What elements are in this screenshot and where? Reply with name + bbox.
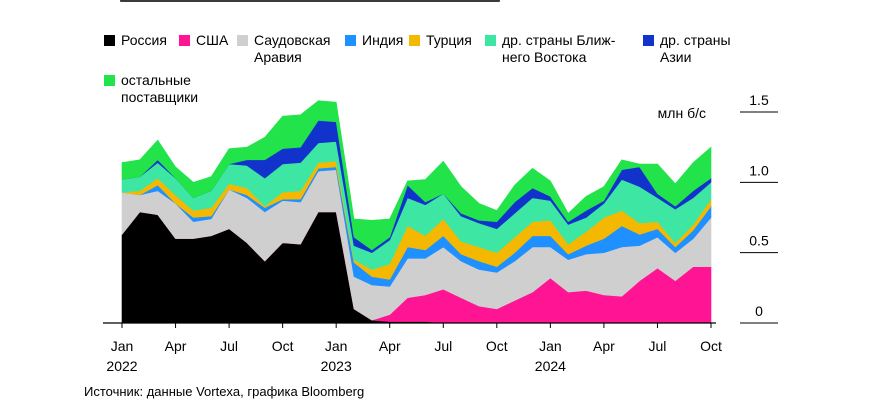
x-tick-label: Jan (539, 338, 562, 354)
legend-item-india: Индия (345, 32, 403, 49)
x-year-label: 2022 (106, 358, 137, 374)
legend-item-me-other: др. страны Ближ- него Востока (485, 32, 615, 66)
area-series-group (121, 100, 712, 324)
x-tick-label: Jul (649, 338, 667, 354)
x-tick-label: Jan (325, 338, 348, 354)
legend-label-asia-other: др. страны Азии (660, 32, 731, 65)
legend-item-russia: Россия (104, 32, 167, 49)
legend-label-india: Индия (362, 32, 404, 48)
y-tick-label: 0.5 (749, 233, 769, 249)
legend-label-rest: остальные поставщики (121, 72, 199, 105)
y-tick-label: 1.0 (749, 162, 769, 178)
legend-item-turkey: Турция (409, 32, 472, 49)
legend-swatch-russia (104, 35, 115, 46)
y-tick-label: 1.5 (749, 92, 769, 108)
y-axis-unit-label: млн б/с (658, 105, 706, 121)
chart-title-strip (120, 0, 500, 2)
x-tick-label: Oct (486, 338, 508, 354)
x-tick-label: Apr (593, 338, 615, 354)
legend-item-rest: остальные поставщики (104, 72, 198, 106)
x-tick-label: Jan (111, 338, 134, 354)
legend-label-usa: США (196, 32, 229, 48)
x-year-label: 2023 (321, 358, 352, 374)
legend-label-russia: Россия (121, 32, 167, 48)
legend-swatch-asia-other (643, 35, 654, 46)
x-year-label: 2024 (535, 358, 566, 374)
source-note: Источник: данные Vortexa, графика Bloomb… (84, 384, 365, 399)
legend-swatch-india (345, 35, 356, 46)
legend-label-me-other: др. страны Ближ- него Востока (502, 32, 616, 65)
x-tick-label: Apr (165, 338, 187, 354)
legend-item-asia-other: др. страны Азии (643, 32, 731, 66)
area-rest (121, 100, 712, 251)
legend-item-usa: США (179, 32, 228, 49)
x-tick-label: Apr (379, 338, 401, 354)
legend-swatch-usa (179, 35, 190, 46)
legend-swatch-rest (104, 75, 115, 86)
legend-label-turkey: Турция (426, 32, 472, 48)
legend-swatch-me-other (485, 35, 496, 46)
x-tick-label: Oct (700, 338, 722, 354)
x-tick-label: Oct (272, 338, 294, 354)
legend-swatch-turkey (409, 35, 420, 46)
legend-swatch-saudi (237, 35, 248, 46)
legend-label-saudi: Саудовская Аравия (254, 32, 331, 65)
x-tick-label: Jul (220, 338, 238, 354)
legend-item-saudi: Саудовская Аравия (237, 32, 330, 66)
x-axis: Jan 2022 Apr Jul Oct Jan 2023 Apr Jul Oct Jan 2024 A… (103, 322, 722, 374)
y-tick-label: 0 (755, 303, 763, 319)
y-axis: 0 0.5 1.0 1.5 (740, 92, 778, 324)
x-tick-label: Jul (434, 338, 452, 354)
